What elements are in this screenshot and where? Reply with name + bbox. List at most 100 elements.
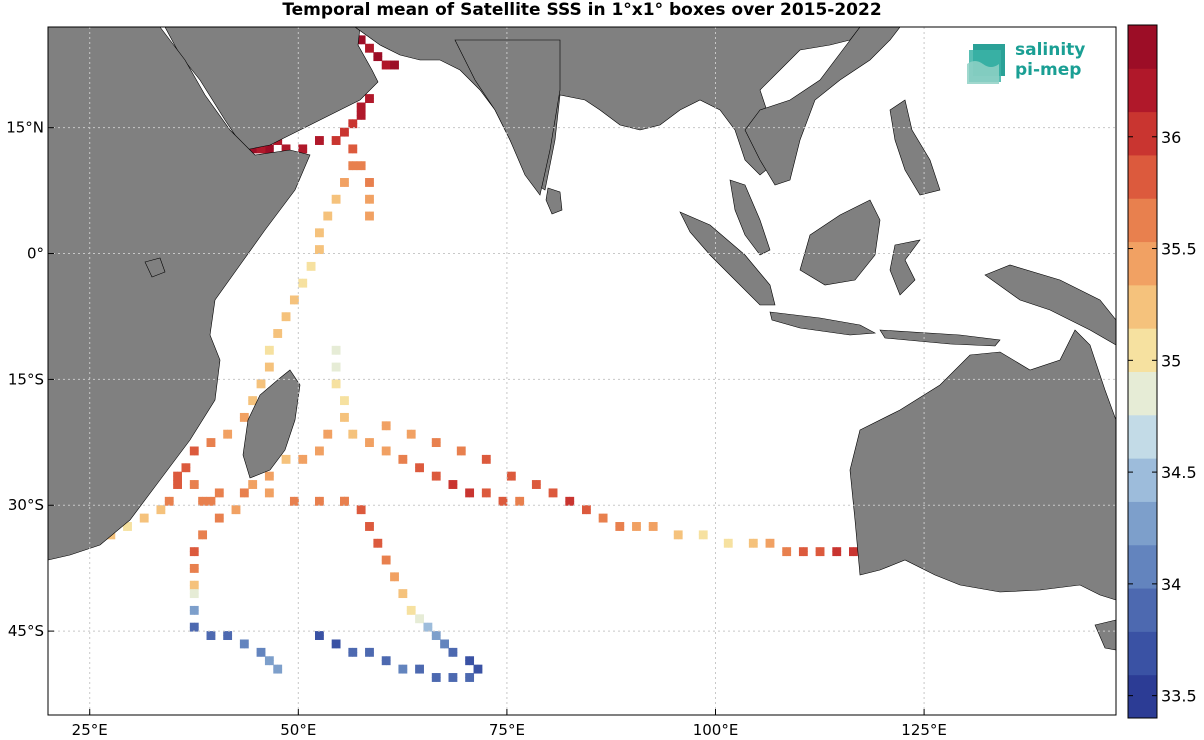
sss-cell bbox=[365, 211, 370, 217]
sss-cell bbox=[269, 144, 274, 150]
sss-cell bbox=[194, 484, 199, 489]
sss-cell bbox=[435, 438, 441, 443]
axis-ticks: 25°E 50°E 75°E 100°E 125°E 15°N 0° 15°S 30°S 45°S bbox=[6, 119, 947, 739]
sss-cell bbox=[273, 329, 278, 334]
land-sumatra bbox=[679, 211, 776, 306]
sss-cell bbox=[194, 580, 199, 586]
sss-cell bbox=[385, 421, 391, 427]
sss-cell bbox=[206, 438, 212, 443]
sss-cell bbox=[181, 463, 187, 468]
sss-cell bbox=[465, 660, 470, 666]
sss-cell bbox=[365, 43, 370, 49]
logo-line1: salinity bbox=[1015, 40, 1086, 60]
colorbar-segment bbox=[1128, 111, 1157, 156]
sss-cell bbox=[352, 652, 358, 657]
sss-cell bbox=[239, 639, 245, 645]
sss-cell bbox=[264, 656, 270, 661]
sss-cell bbox=[273, 668, 278, 674]
sss-cell bbox=[194, 610, 199, 615]
sss-cell bbox=[331, 199, 337, 204]
sss-cell bbox=[244, 412, 249, 418]
sss-cell bbox=[356, 161, 362, 166]
sss-cell bbox=[385, 559, 391, 565]
sss-cell bbox=[269, 345, 274, 351]
logo-emblem-icon bbox=[967, 44, 1005, 84]
colorbar-segment bbox=[1128, 198, 1157, 243]
sss-cell bbox=[352, 429, 358, 435]
sss-cell bbox=[298, 459, 303, 464]
sss-cell bbox=[189, 480, 195, 485]
sss-cell bbox=[206, 631, 212, 636]
sss-cell bbox=[728, 543, 733, 548]
sss-cell bbox=[181, 467, 187, 473]
sss-cell bbox=[369, 215, 374, 221]
sss-cell bbox=[548, 492, 554, 498]
sss-cell bbox=[310, 266, 316, 271]
sss-cell bbox=[294, 295, 299, 301]
sss-cell bbox=[398, 589, 404, 594]
sss-cell bbox=[415, 614, 420, 620]
sss-cell bbox=[452, 484, 458, 489]
sss-cell bbox=[465, 492, 470, 498]
sss-cell bbox=[289, 496, 295, 502]
sss-cell bbox=[194, 584, 199, 590]
sss-cell bbox=[194, 450, 199, 456]
sss-cell bbox=[319, 232, 324, 238]
sss-cell bbox=[294, 501, 299, 506]
sss-cell bbox=[498, 501, 504, 506]
sss-cell bbox=[419, 618, 424, 624]
sss-cell bbox=[340, 400, 345, 406]
sss-cell bbox=[402, 593, 408, 599]
colorbar-tick-label: 36 bbox=[1161, 128, 1181, 147]
sss-cell bbox=[189, 605, 195, 611]
sss-cell bbox=[277, 140, 283, 145]
sss-cell bbox=[648, 522, 654, 527]
lon-tick-label: 25°E bbox=[72, 721, 108, 739]
sss-cell bbox=[260, 383, 266, 389]
sss-cell bbox=[214, 517, 220, 523]
sss-cell bbox=[832, 547, 837, 552]
sss-cell bbox=[319, 496, 324, 502]
sss-cell bbox=[344, 131, 349, 137]
sss-cell bbox=[365, 47, 370, 53]
sss-cell bbox=[319, 631, 324, 636]
sss-cell bbox=[394, 572, 399, 578]
sss-cell bbox=[285, 312, 291, 317]
sss-cell bbox=[381, 660, 387, 666]
sss-cell bbox=[331, 383, 337, 389]
sss-cell bbox=[431, 631, 437, 636]
sss-cell bbox=[156, 509, 162, 515]
sss-cell bbox=[377, 56, 383, 62]
map-frame bbox=[47, 26, 1117, 716]
sss-cell bbox=[398, 459, 404, 464]
sss-cell bbox=[481, 454, 487, 460]
sss-cell bbox=[365, 94, 370, 99]
sss-cell bbox=[519, 501, 525, 506]
sss-cell bbox=[502, 501, 508, 506]
sss-cell bbox=[298, 148, 303, 154]
sss-cell bbox=[260, 379, 266, 385]
sss-cell bbox=[390, 64, 395, 70]
sss-cell bbox=[335, 194, 341, 200]
land-indochina bbox=[744, 26, 901, 186]
sss-cell bbox=[256, 647, 262, 653]
sss-cell bbox=[456, 446, 462, 452]
sss-cell bbox=[356, 115, 362, 120]
sss-cell bbox=[598, 517, 604, 523]
sss-cell bbox=[315, 140, 320, 145]
sss-cell bbox=[210, 442, 216, 448]
sss-cell bbox=[602, 513, 608, 519]
sss-cell bbox=[252, 484, 258, 489]
sss-cell bbox=[235, 509, 241, 515]
sss-cell bbox=[319, 635, 324, 640]
sss-cell bbox=[435, 442, 441, 448]
sss-cell bbox=[189, 450, 195, 456]
sss-cell bbox=[832, 551, 837, 557]
lon-tick-label: 50°E bbox=[280, 721, 316, 739]
sss-cell bbox=[431, 438, 437, 443]
sss-cell bbox=[340, 501, 345, 506]
sss-cell bbox=[139, 517, 145, 523]
sss-cell bbox=[748, 538, 754, 544]
sss-cell bbox=[198, 530, 203, 536]
sss-cell bbox=[269, 362, 274, 368]
